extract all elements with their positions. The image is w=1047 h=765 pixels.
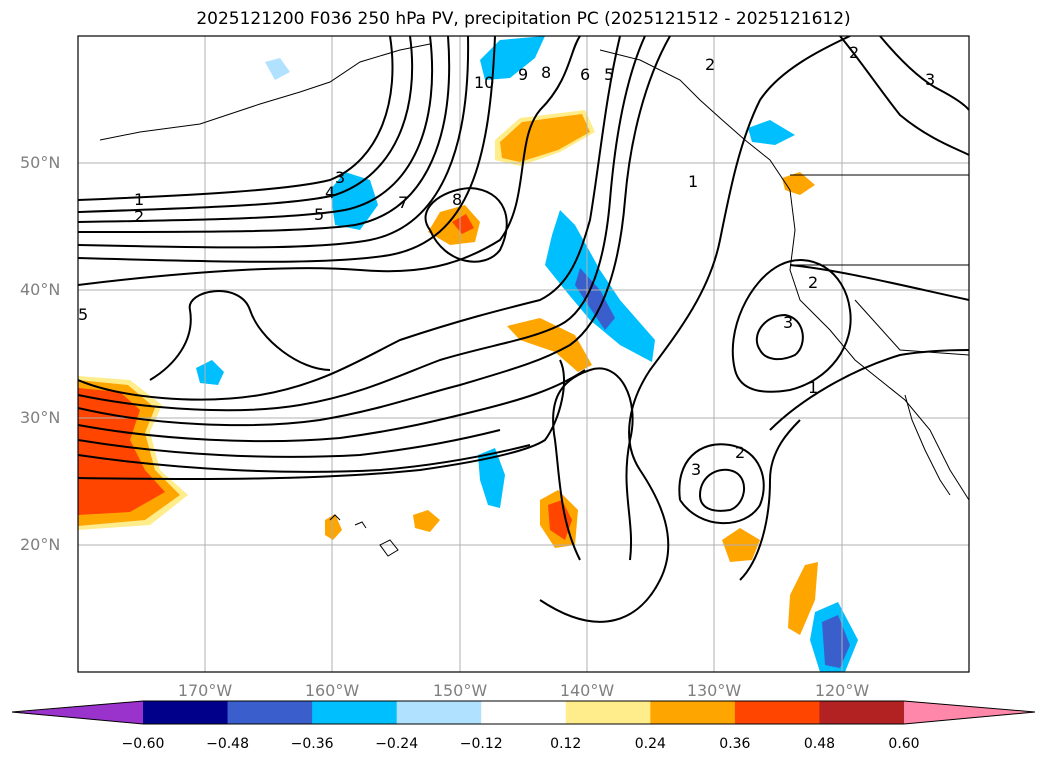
precip-orange-small-1 [413, 510, 440, 532]
precip-center-blob [428, 205, 480, 245]
lon-label-130w: 130°W [686, 681, 742, 700]
precip-blue-small-2 [748, 120, 795, 145]
baja-coast [904, 394, 951, 496]
contour-label: 2 [735, 443, 745, 462]
precip-ne-blob-core [500, 114, 590, 162]
colorbar-extend-max [904, 701, 1035, 724]
lon-label-120w: 120°W [814, 681, 870, 700]
precip-orange-small-2 [325, 514, 342, 540]
precip-blue-26n [478, 448, 505, 508]
map-plot: 10 9 8 6 5 2 2 3 1 1 2 3 4 5 7 8 5 2 3 1… [77, 35, 970, 673]
map-title: 2025121200 F036 250 hPa PV, precipitatio… [196, 9, 851, 29]
lon-label-170w: 170°W [177, 681, 233, 700]
contour-label: 8 [541, 63, 551, 82]
lat-label-50n: 50°N [20, 153, 61, 172]
precip-blue-small-3 [265, 58, 290, 80]
colorbar-segment [481, 701, 567, 724]
contour-label: 4 [325, 183, 335, 202]
contour-label: 3 [783, 313, 793, 332]
colorbar-tick-label: 0.12 [550, 736, 582, 752]
lat-label-30n: 30°N [20, 408, 61, 427]
west-coast [789, 189, 969, 501]
colorbar-outline [11, 700, 1036, 725]
map-frame [77, 35, 970, 673]
precip-se-blue-core [822, 615, 850, 668]
precip-blue-small-1 [196, 360, 224, 385]
contour-label: 3 [691, 460, 701, 479]
colorbar-tick-label: −0.48 [206, 736, 249, 752]
lon-label-140w: 140°W [559, 681, 615, 700]
colorbar-tick-label: 0.60 [888, 736, 920, 752]
precip-blue-streak [545, 210, 655, 362]
pv-contours [78, 36, 969, 623]
contour-label: 9 [518, 65, 528, 84]
colorbar-tick-label: 0.24 [634, 736, 666, 752]
contour-label: 10 [474, 73, 494, 92]
colorbar-segment [650, 701, 736, 724]
precip-blue-top [480, 36, 545, 80]
coastlines [99, 43, 969, 557]
colorbar-tick-label: −0.36 [290, 736, 334, 752]
precip-west-core [78, 388, 165, 515]
contour-label: 8 [452, 190, 462, 209]
contour-label: 7 [398, 193, 408, 212]
contour-label: 6 [580, 65, 590, 84]
precip-south-core [548, 500, 572, 540]
precip-mid-blob [507, 318, 592, 372]
colorbar-tick-label: 0.36 [719, 736, 751, 752]
colorbar-extend-min [12, 701, 143, 724]
contour-labels: 10 9 8 6 5 2 2 3 1 1 2 3 4 5 7 8 5 2 3 1… [78, 43, 935, 479]
gridlines [78, 36, 969, 672]
contour-label: 5 [314, 205, 324, 224]
contour-label: 1 [688, 172, 698, 191]
state-border-3 [854, 299, 969, 356]
contour-label: 5 [78, 305, 88, 324]
contour-label: 2 [134, 207, 144, 226]
precip-center-core [452, 214, 474, 234]
lat-label-40n: 40°N [20, 280, 61, 299]
contour-label: 1 [808, 378, 818, 397]
colorbar-segment [396, 701, 482, 724]
colorbar-tick-label: −0.60 [121, 736, 165, 752]
contour-label: 2 [849, 43, 859, 62]
precip-coast-blob [782, 172, 815, 195]
precip-se-streak [788, 562, 818, 635]
colorbar-segment [143, 701, 229, 724]
contour-label: 1 [134, 190, 144, 209]
lon-label-150w: 150°W [432, 681, 488, 700]
contour-label: 3 [335, 168, 345, 187]
lon-label-160w: 160°W [304, 681, 360, 700]
colorbar [11, 700, 1036, 725]
precip-blue-160w [330, 172, 378, 230]
colorbar-segment [565, 701, 651, 724]
precip-blue-core [575, 268, 615, 330]
contour-label: 2 [808, 273, 818, 292]
colorbar-tick-label: −0.24 [375, 736, 419, 752]
hawaii [329, 514, 399, 557]
lat-label-20n: 20°N [20, 535, 61, 554]
precip-shading [78, 36, 858, 672]
colorbar-segment [312, 701, 398, 724]
colorbar-tick-label: −0.12 [459, 736, 503, 752]
contour-label: 3 [925, 70, 935, 89]
colorbar-segment [227, 701, 313, 724]
colorbar-tick-label: 0.48 [803, 736, 836, 752]
contour-label: 5 [604, 65, 614, 84]
contour-label: 2 [705, 55, 715, 74]
colorbar-segment [819, 701, 905, 724]
alaska-coast [99, 43, 791, 191]
colorbar-segment [734, 701, 820, 724]
